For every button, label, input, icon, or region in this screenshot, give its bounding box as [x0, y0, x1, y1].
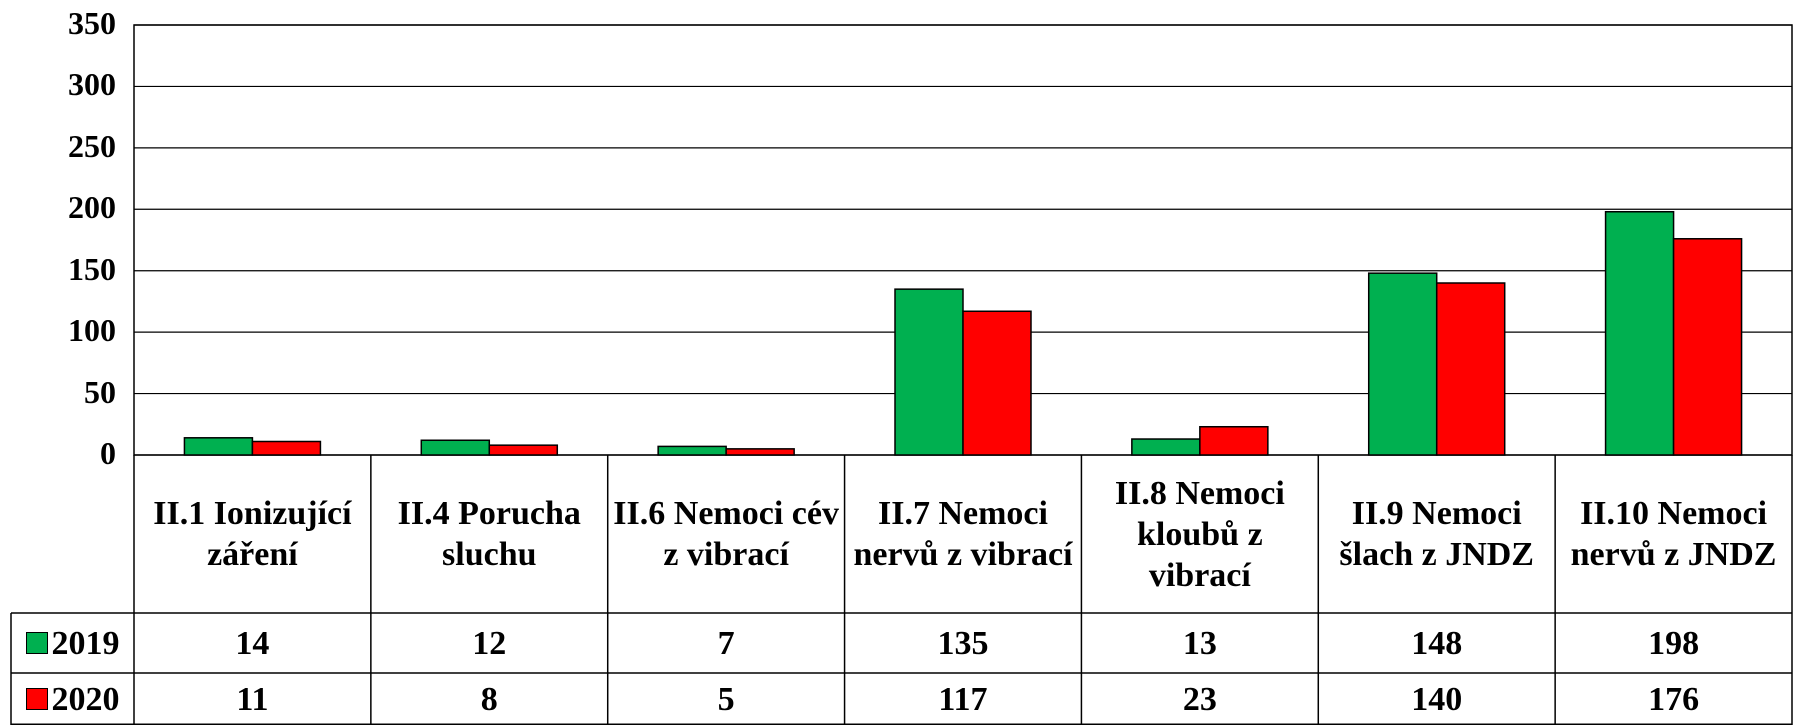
table-value: 8 [480, 680, 498, 718]
table-value: 5 [717, 680, 735, 718]
bar [488, 444, 559, 456]
legend-entry: 2019 [11, 613, 134, 673]
legend-label: 2020 [51, 680, 120, 718]
y-tick-label: 300 [68, 66, 116, 103]
table-value: 176 [1648, 680, 1700, 718]
y-tick-label: 50 [84, 373, 116, 410]
y-tick-label: 350 [68, 5, 116, 41]
bar [183, 437, 254, 456]
table-value: 13 [1182, 624, 1217, 662]
legend-swatch [25, 632, 48, 654]
bar [1672, 238, 1743, 456]
bar [1435, 282, 1506, 456]
bar [894, 288, 964, 456]
x-tick-label: II.1 Ionizující záření [153, 495, 352, 573]
bar [657, 445, 727, 456]
bar [1604, 210, 1675, 456]
table-value: 148 [1411, 624, 1463, 662]
bar [1367, 272, 1438, 456]
table-value: 198 [1648, 624, 1700, 662]
bar [725, 448, 795, 456]
table-value: 12 [472, 624, 507, 662]
bar [420, 439, 491, 456]
table-value: 117 [938, 680, 988, 718]
table-value: 135 [937, 624, 989, 662]
table-value: 14 [235, 624, 270, 662]
table-value: 140 [1411, 680, 1463, 718]
bar [1131, 438, 1201, 456]
table-value: 7 [717, 624, 735, 662]
bar [251, 440, 322, 456]
y-tick-label: 200 [68, 189, 116, 226]
y-tick-label: 0 [100, 435, 116, 471]
x-tick-label: II.6 Nemoci cév z vibrací [613, 495, 839, 573]
table-value: 23 [1182, 680, 1217, 718]
x-tick-label: II.10 Nemoci nervů z JNDZ [1570, 495, 1777, 573]
x-tick-label: II.8 Nemoci kloubů z vibrací [1114, 474, 1285, 594]
x-tick-label: II.7 Nemoci nervů z vibrací [853, 495, 1073, 573]
y-tick-label: 100 [68, 312, 116, 349]
legend-entry: 2020 [11, 673, 134, 725]
legend-label: 2019 [51, 624, 120, 662]
bar [962, 310, 1032, 456]
y-tick-label: 250 [68, 127, 116, 164]
bar [1199, 425, 1269, 456]
y-tick-label: 150 [68, 250, 116, 287]
x-tick-label: II.9 Nemoci šlach z JNDZ [1339, 495, 1534, 573]
x-tick-label: II.4 Porucha sluchu [397, 495, 581, 573]
legend-swatch [25, 688, 48, 710]
table-value: 11 [236, 680, 269, 718]
